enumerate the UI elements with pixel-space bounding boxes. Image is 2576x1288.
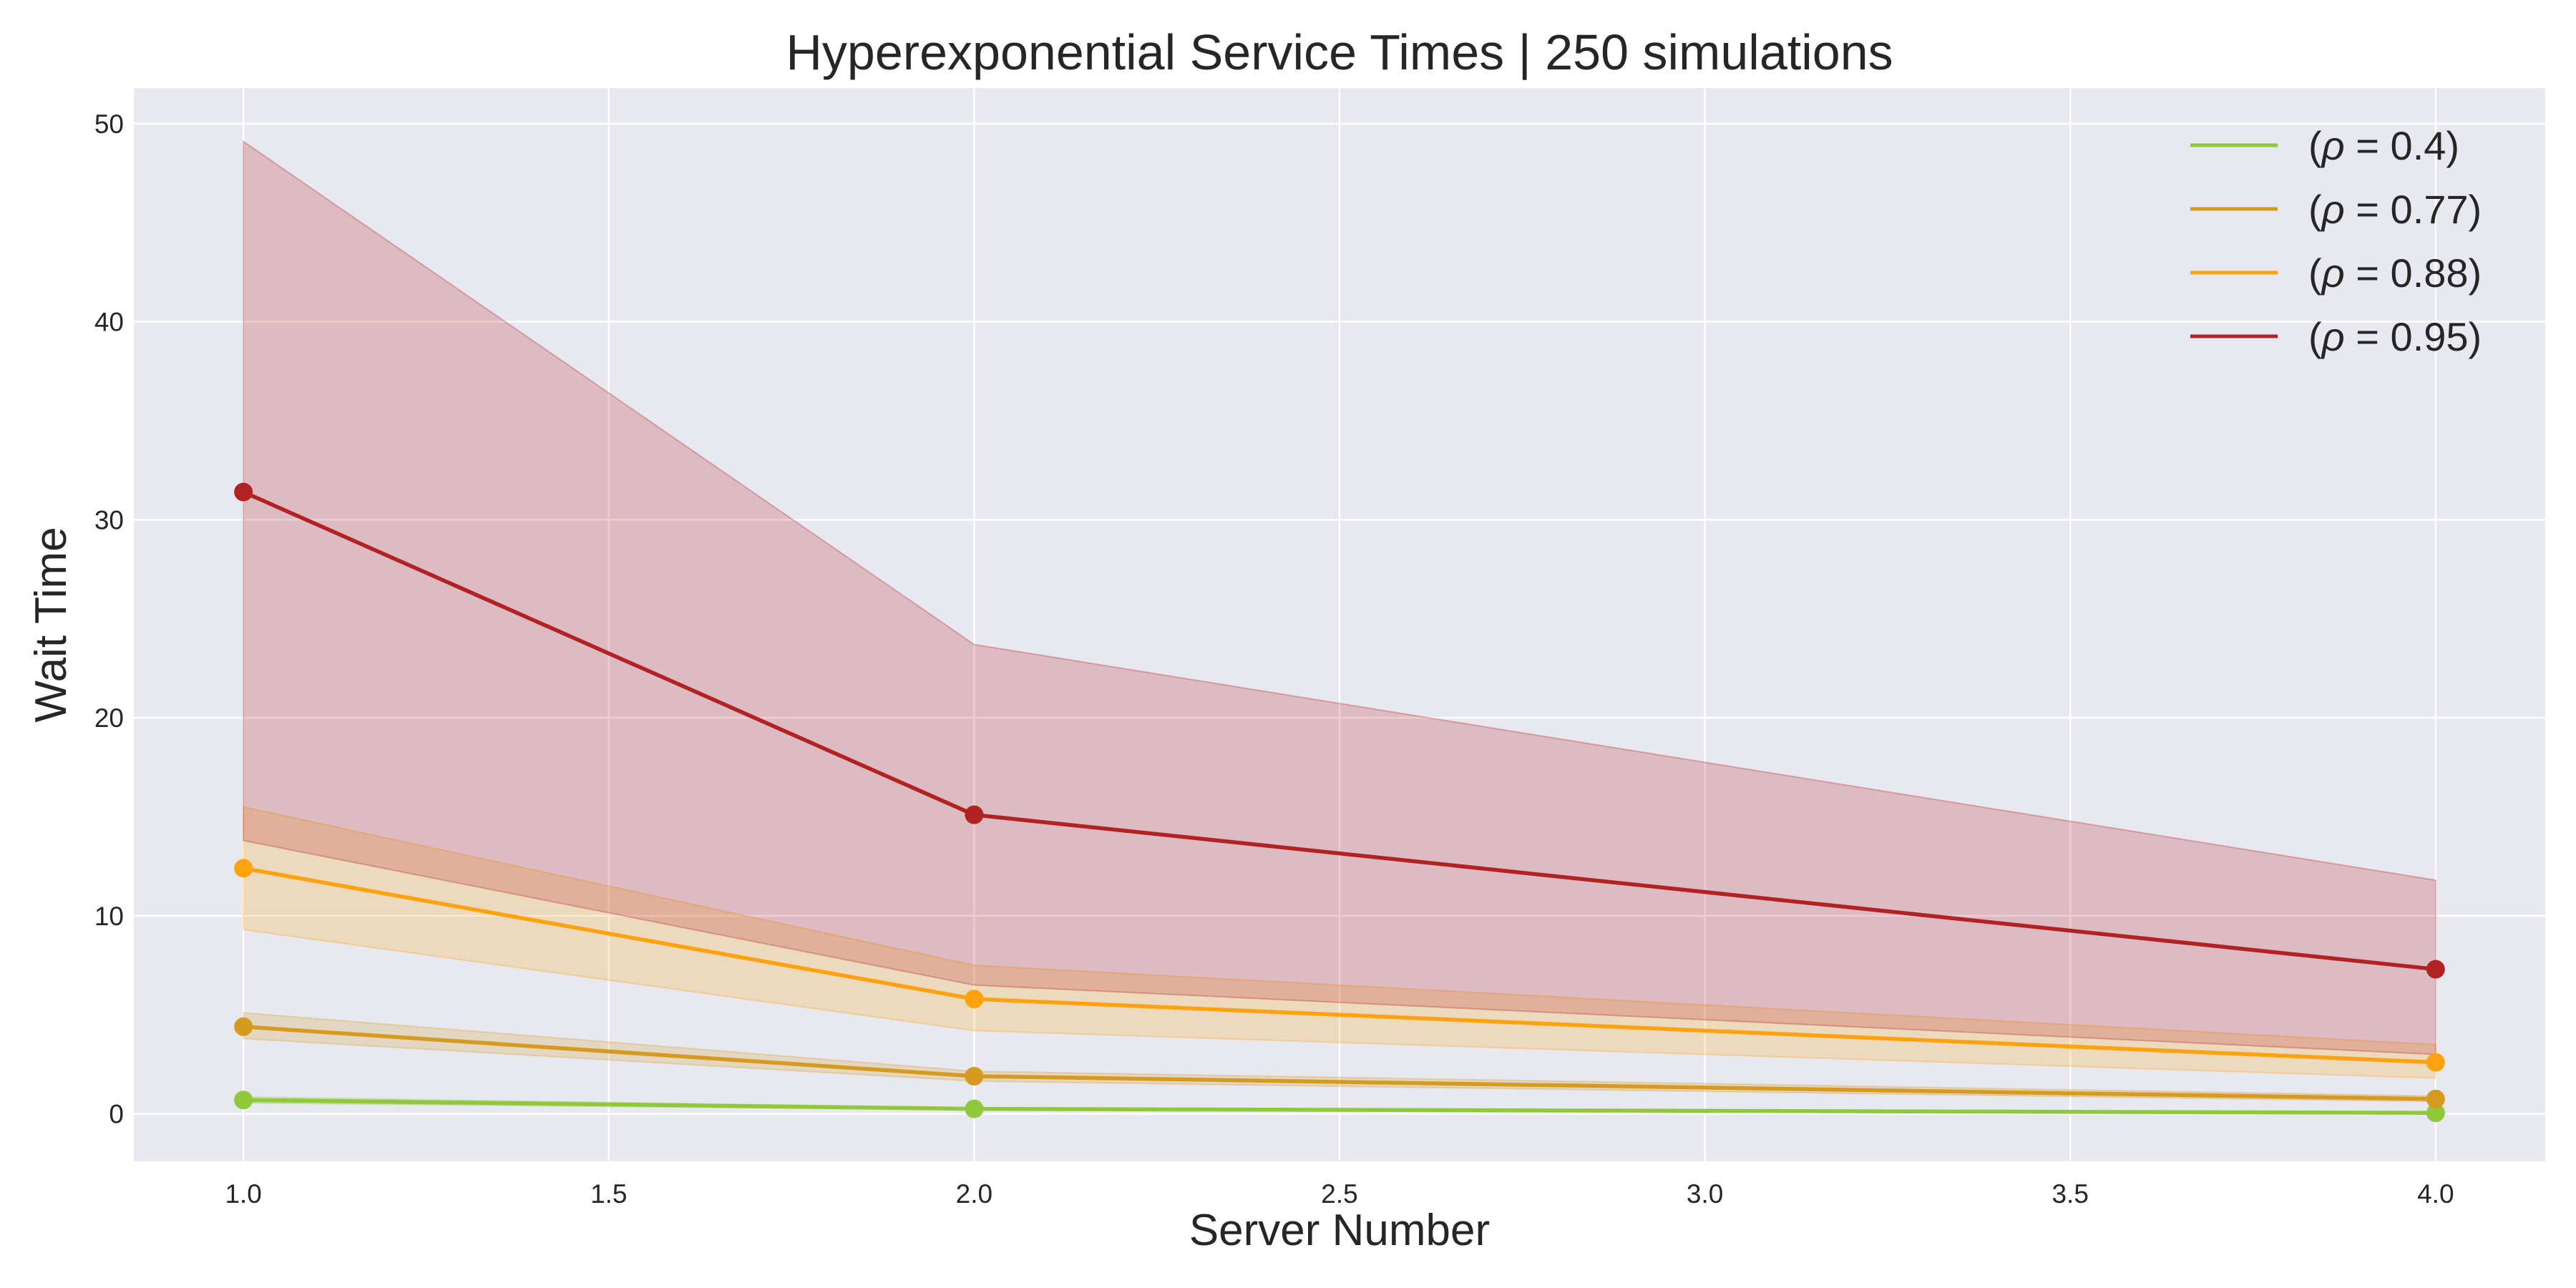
data-point — [965, 1066, 984, 1085]
y-tick-label: 10 — [94, 902, 124, 931]
y-axis-label: Wait Time — [26, 527, 76, 722]
y-tick-label: 0 — [109, 1100, 124, 1129]
legend-item: (ρ = 0.4) — [2190, 123, 2459, 168]
legend-label-open: ( — [2308, 314, 2322, 359]
series-points — [234, 482, 2445, 1123]
x-tick-label: 2.0 — [956, 1179, 992, 1209]
data-point — [2426, 960, 2445, 979]
y-tick-labels: 0 10 20 30 40 50 — [94, 109, 124, 1129]
x-tick-label: 2.5 — [1321, 1179, 1357, 1209]
x-tick-label: 1.0 — [225, 1179, 261, 1209]
legend: (ρ = 0.4)(ρ = 0.77)(ρ = 0.88)(ρ = 0.95) — [2190, 123, 2482, 359]
legend-label-open: ( — [2308, 123, 2322, 168]
data-point — [2426, 1103, 2445, 1123]
data-point — [234, 1091, 253, 1110]
y-tick-label: 40 — [94, 308, 124, 337]
x-tick-label: 3.5 — [2051, 1179, 2088, 1209]
legend-label-value: = 0.77) — [2345, 187, 2482, 232]
legend-item: (ρ = 0.95) — [2190, 314, 2482, 359]
data-point — [2426, 1053, 2445, 1072]
data-point — [2426, 1089, 2445, 1108]
legend-item: (ρ = 0.77) — [2190, 187, 2482, 232]
data-point — [234, 859, 253, 878]
y-tick-label: 50 — [94, 109, 124, 139]
legend-label: (ρ = 0.4) — [2308, 123, 2459, 168]
legend-label-rho: ρ — [2321, 123, 2345, 168]
chart-title: Hyperexponential Service Times | 250 sim… — [786, 24, 1893, 80]
x-tick-labels: 1.0 1.5 2.0 2.5 3.0 3.5 4.0 — [225, 1179, 2454, 1209]
x-axis-label: Server Number — [1189, 1206, 1490, 1255]
data-point — [234, 1017, 253, 1036]
data-point — [965, 990, 984, 1009]
data-point — [234, 482, 253, 502]
legend-label-value: = 0.4) — [2345, 123, 2459, 168]
y-tick-label: 20 — [94, 703, 124, 733]
legend-label-value: = 0.88) — [2345, 250, 2482, 296]
y-tick-label: 30 — [94, 505, 124, 535]
legend-label: (ρ = 0.95) — [2308, 314, 2482, 359]
data-point — [965, 1099, 984, 1118]
legend-label-open: ( — [2308, 250, 2322, 296]
legend-label-rho: ρ — [2321, 250, 2345, 296]
legend-item: (ρ = 0.88) — [2190, 250, 2482, 296]
legend-label: (ρ = 0.77) — [2308, 187, 2482, 232]
x-tick-label: 1.5 — [590, 1179, 627, 1209]
legend-label-open: ( — [2308, 187, 2322, 232]
legend-label-rho: ρ — [2321, 187, 2345, 232]
data-point — [965, 805, 984, 824]
legend-label-rho: ρ — [2321, 314, 2345, 359]
legend-label-value: = 0.95) — [2345, 314, 2482, 359]
x-tick-label: 3.0 — [1687, 1179, 1723, 1209]
grid-lines — [134, 88, 2545, 1161]
legend-label: (ρ = 0.88) — [2308, 250, 2482, 296]
x-tick-label: 4.0 — [2417, 1179, 2454, 1209]
